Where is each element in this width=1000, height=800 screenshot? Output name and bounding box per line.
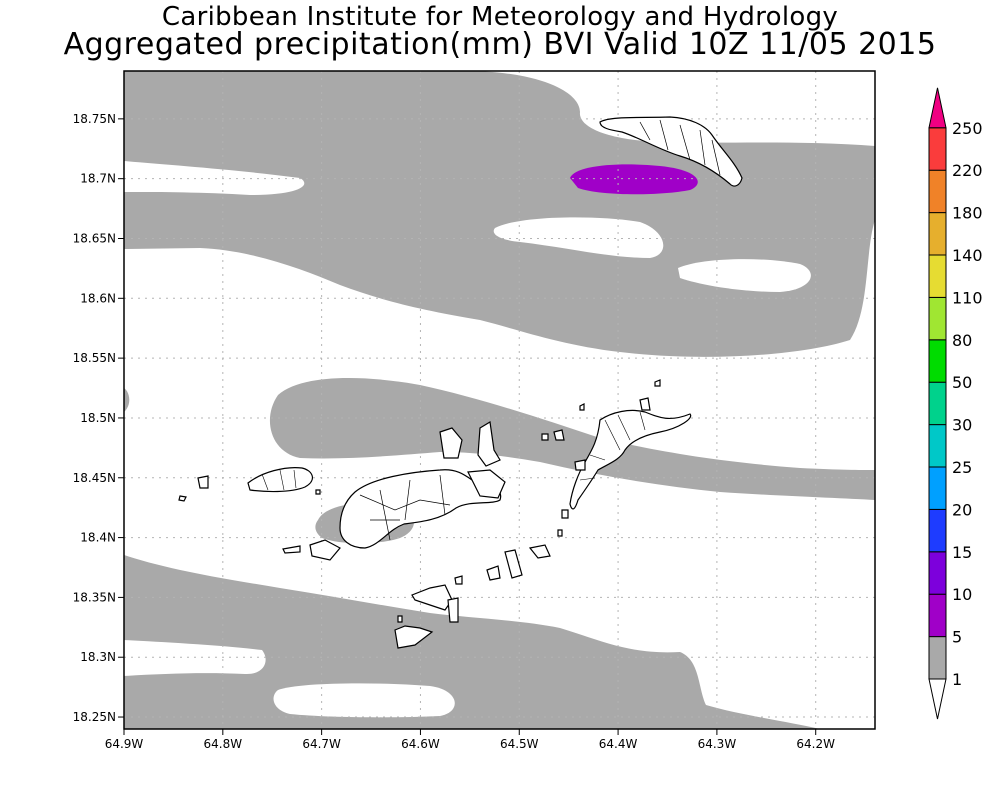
legend-swatch: [928, 254, 947, 298]
legend-swatch: [928, 212, 947, 256]
legend-label: 1: [952, 670, 962, 689]
x-tick-label: 64.8W: [204, 737, 243, 751]
island-west-islet-2: [178, 495, 187, 502]
legend-label: 50: [952, 373, 972, 392]
y-tick-label: 18.6N: [80, 291, 116, 305]
dry-area-3: [678, 259, 811, 292]
x-tick-label: 64.7W: [302, 737, 341, 751]
island-islet-left: [315, 489, 321, 495]
legend-swatch: [928, 127, 947, 171]
y-tick-label: 18.65N: [73, 231, 116, 245]
island-islet-mid-2: [557, 529, 563, 537]
x-tick-label: 64.5W: [500, 737, 539, 751]
island-guana: [439, 427, 463, 459]
precip-area-edge: [124, 388, 130, 412]
island-islet-east-2: [654, 379, 661, 387]
legend-swatch: [928, 381, 947, 426]
legend-swatch: [928, 296, 947, 341]
map-grid: [124, 71, 875, 729]
y-tick-label: 18.45N: [73, 471, 116, 485]
legend-label: 20: [952, 500, 972, 519]
precip-area-middle: [270, 378, 875, 500]
precip-area-lower: [124, 555, 820, 729]
legend-label: 250: [952, 119, 983, 138]
precip-area-upper: [124, 71, 875, 357]
island-norman: [447, 597, 459, 623]
precip-area-5-10: [570, 164, 698, 195]
x-tick-label: 64.6W: [401, 737, 440, 751]
legend-label: 180: [952, 204, 983, 223]
legend-swatch: [928, 593, 947, 638]
legend-swatch: [928, 551, 947, 595]
legend-top-triangle: [928, 87, 947, 129]
island-jost-van-dyke: [247, 467, 313, 493]
legend-swatch: [928, 466, 947, 510]
island-islet-south-4: [397, 615, 403, 623]
x-tick-label: 64.2W: [796, 737, 835, 751]
island-islet-east-1: [639, 397, 651, 411]
island-anegada: [599, 116, 743, 187]
legend-swatch: [928, 339, 947, 383]
x-axis: 64.9W 64.8W 64.7W 64.6W 64.5W 64.4W 64.3W 64.2W: [105, 729, 835, 751]
y-tick-label: 18.75N: [73, 112, 116, 126]
island-dead-chest: [394, 625, 434, 649]
chart-subtitle: Aggregated precipitation(mm) BVI Valid 1…: [63, 27, 937, 62]
island-peter: [411, 584, 453, 611]
island-islet-center: [574, 459, 586, 471]
legend-swatch: [928, 424, 947, 468]
legend-swatch: [928, 636, 947, 680]
y-tick-label: 18.25N: [73, 710, 116, 724]
island-islet-south-3: [486, 565, 501, 581]
legend-label: 25: [952, 458, 972, 477]
chart-title: Caribbean Institute for Meteorology and …: [161, 2, 839, 32]
x-tick-label: 64.9W: [105, 737, 144, 751]
legend-label: 15: [952, 543, 972, 562]
island-islet-mid: [561, 509, 569, 519]
island-beef-island: [467, 469, 506, 499]
island-islet-north: [579, 403, 585, 411]
y-tick-label: 18.5N: [80, 411, 116, 425]
legend-label: 110: [952, 288, 983, 307]
legend-label: 5: [952, 628, 962, 647]
island-frenchmans-cay: [309, 539, 341, 561]
x-tick-label: 64.3W: [698, 737, 737, 751]
island-west-islet-3: [282, 545, 301, 554]
y-tick-label: 18.4N: [80, 531, 116, 545]
legend-swatch: [928, 169, 947, 214]
legend-label: 140: [952, 246, 983, 265]
island-great-camanoe: [477, 421, 501, 467]
legend-label: 30: [952, 416, 972, 435]
legend-label: 220: [952, 161, 983, 180]
dry-area-1: [124, 161, 305, 195]
island-virgin-gorda: [569, 409, 692, 510]
dry-area-4: [124, 640, 266, 676]
legend-label: 80: [952, 331, 972, 350]
precip-field: [124, 71, 875, 729]
y-tick-label: 18.7N: [80, 172, 116, 186]
y-tick-label: 18.3N: [80, 650, 116, 664]
dry-area-2: [493, 217, 664, 258]
x-tick-label: 64.4W: [599, 737, 638, 751]
legend-bottom-triangle: [928, 678, 947, 720]
island-west-islet: [197, 475, 209, 489]
island-islet-south-2: [504, 549, 523, 579]
island-islet-north-2: [541, 433, 549, 441]
island-salt: [454, 575, 463, 585]
plot-frame: [123, 70, 876, 730]
dry-area-5: [273, 683, 455, 718]
y-axis: 18.25N 18.3N 18.35N 18.4N 18.45N 18.5N 18.55N 1…: [73, 112, 124, 724]
legend-swatch: [928, 508, 947, 553]
island-islet-east-3: [553, 429, 565, 441]
islands: [178, 116, 743, 649]
island-tortola: [339, 469, 502, 549]
island-islet-south-1: [528, 544, 551, 559]
y-tick-label: 18.35N: [73, 590, 116, 604]
y-tick-label: 18.55N: [73, 351, 116, 365]
legend-label: 10: [952, 585, 972, 604]
